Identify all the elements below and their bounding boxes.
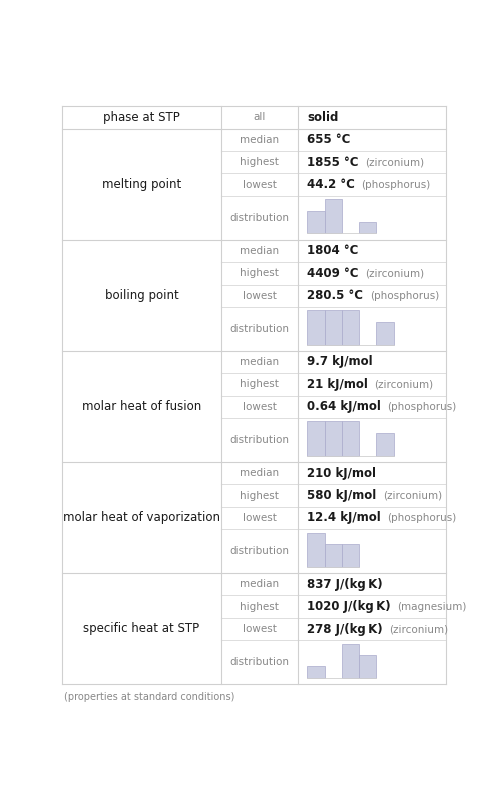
Text: (phosphorus): (phosphorus) xyxy=(388,513,457,523)
Text: lowest: lowest xyxy=(243,513,276,523)
Text: highest: highest xyxy=(240,379,279,390)
Bar xyxy=(342,544,359,567)
Text: distribution: distribution xyxy=(230,546,290,556)
Text: 1804 °C: 1804 °C xyxy=(307,245,359,257)
Text: 210 kJ/mol: 210 kJ/mol xyxy=(307,466,376,479)
Text: boiling point: boiling point xyxy=(104,289,178,302)
Text: 0.64 kJ/mol: 0.64 kJ/mol xyxy=(307,400,390,413)
Bar xyxy=(307,667,325,678)
Bar xyxy=(359,222,376,233)
Bar xyxy=(342,421,359,456)
Text: median: median xyxy=(240,135,279,144)
Bar xyxy=(307,311,325,345)
Text: highest: highest xyxy=(240,601,279,612)
Text: (phosphorus): (phosphorus) xyxy=(362,180,431,190)
Bar xyxy=(325,199,342,233)
Text: lowest: lowest xyxy=(243,180,276,190)
Text: molar heat of vaporization: molar heat of vaporization xyxy=(63,511,220,524)
Text: distribution: distribution xyxy=(230,657,290,667)
Text: distribution: distribution xyxy=(230,213,290,223)
Text: (phosphorus): (phosphorus) xyxy=(388,402,457,412)
Bar xyxy=(359,655,376,678)
Text: distribution: distribution xyxy=(230,324,290,334)
Text: (properties at standard conditions): (properties at standard conditions) xyxy=(64,692,234,701)
Text: specific heat at STP: specific heat at STP xyxy=(84,622,199,635)
Text: 21 kJ/mol: 21 kJ/mol xyxy=(307,378,377,391)
Text: highest: highest xyxy=(240,269,279,278)
Text: 4409 °C: 4409 °C xyxy=(307,267,367,280)
Bar xyxy=(325,421,342,456)
Text: 655 °C: 655 °C xyxy=(307,133,351,146)
Text: 12.4 kJ/mol: 12.4 kJ/mol xyxy=(307,512,390,525)
Text: phase at STP: phase at STP xyxy=(103,111,180,124)
Bar xyxy=(307,211,325,233)
Text: (zirconium): (zirconium) xyxy=(365,269,424,278)
Text: molar heat of fusion: molar heat of fusion xyxy=(82,399,201,413)
Bar xyxy=(325,544,342,567)
Text: (zirconium): (zirconium) xyxy=(365,157,424,167)
Text: 837 J/(kg K): 837 J/(kg K) xyxy=(307,578,383,591)
Text: highest: highest xyxy=(240,491,279,500)
Text: 9.7 kJ/mol: 9.7 kJ/mol xyxy=(307,356,373,369)
Text: median: median xyxy=(240,246,279,256)
Text: (zirconium): (zirconium) xyxy=(375,379,434,390)
Text: 1855 °C: 1855 °C xyxy=(307,156,367,169)
Text: (phosphorus): (phosphorus) xyxy=(370,291,439,301)
Text: 1020 J/(kg K): 1020 J/(kg K) xyxy=(307,600,399,613)
Text: median: median xyxy=(240,357,279,367)
Bar xyxy=(377,433,394,456)
Text: (zirconium): (zirconium) xyxy=(390,624,448,634)
Text: median: median xyxy=(240,468,279,478)
Text: 280.5 °C: 280.5 °C xyxy=(307,289,372,303)
Text: 580 kJ/mol: 580 kJ/mol xyxy=(307,489,385,502)
Bar xyxy=(307,421,325,456)
Text: median: median xyxy=(240,579,279,589)
Bar xyxy=(377,322,394,345)
Text: 278 J/(kg K): 278 J/(kg K) xyxy=(307,622,391,636)
Text: (zirconium): (zirconium) xyxy=(383,491,442,500)
Text: melting point: melting point xyxy=(102,178,181,190)
Text: (magnesium): (magnesium) xyxy=(397,601,467,612)
Bar xyxy=(342,644,359,678)
Text: highest: highest xyxy=(240,157,279,167)
Text: all: all xyxy=(253,112,266,123)
Text: solid: solid xyxy=(307,111,339,124)
Text: lowest: lowest xyxy=(243,402,276,412)
Text: distribution: distribution xyxy=(230,435,290,445)
Text: lowest: lowest xyxy=(243,624,276,634)
Text: 44.2 °C: 44.2 °C xyxy=(307,178,363,191)
Bar xyxy=(307,533,325,567)
Text: lowest: lowest xyxy=(243,291,276,301)
Bar xyxy=(342,311,359,345)
Bar xyxy=(325,311,342,345)
